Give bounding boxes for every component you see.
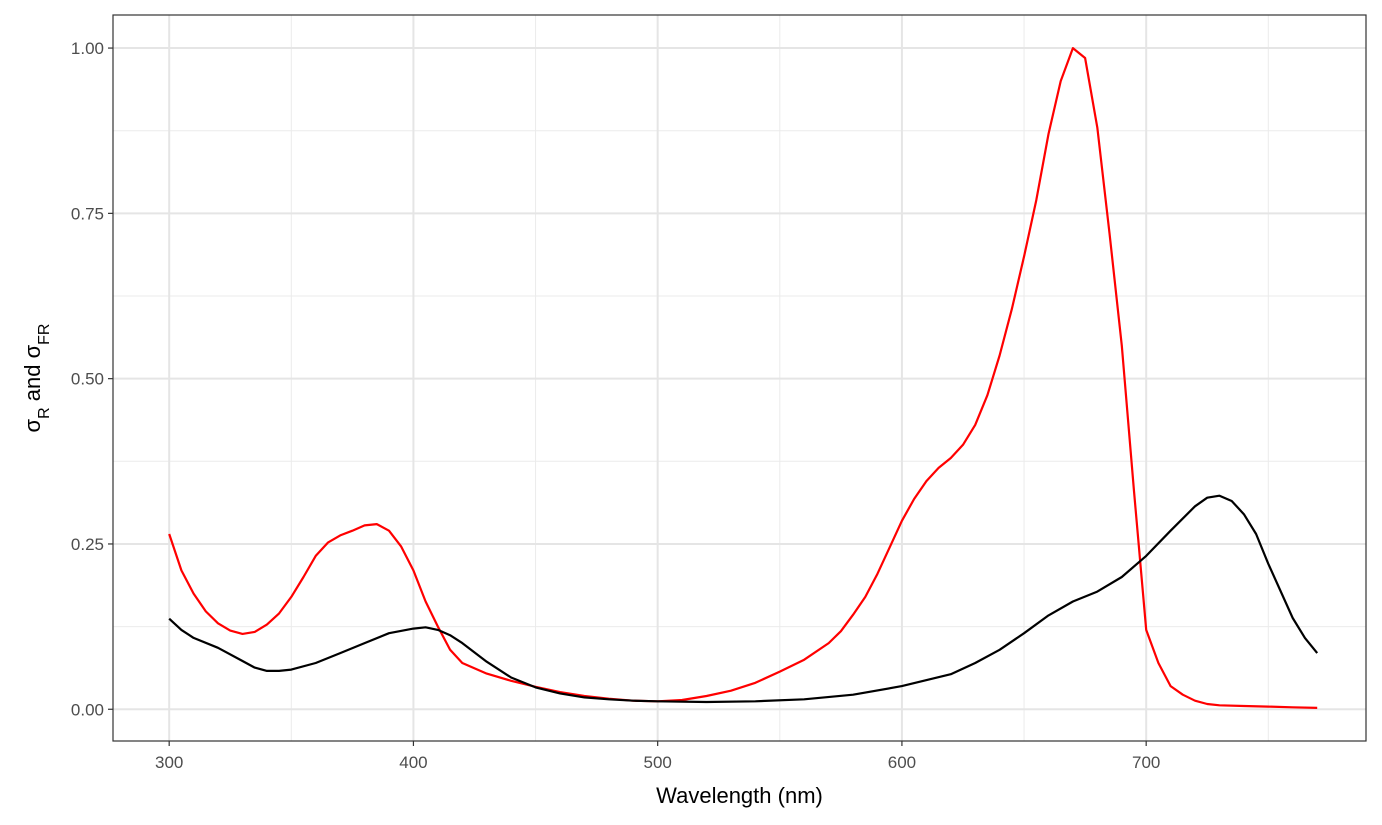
y-axis-symbol-1: σ [20,418,45,432]
x-tick-label: 300 [155,753,183,772]
x-tick-label: 600 [888,753,916,772]
series-layer [168,46,1319,709]
y-tick-label: 0.00 [71,700,104,719]
x-axis-ticks: 300 400 500 600 700 [155,741,1160,772]
series-line-2 [168,494,1319,704]
y-tick-label: 0.50 [71,370,104,389]
y-axis-subscript-1: R [36,407,53,419]
x-tick-label: 500 [643,753,671,772]
y-axis-subscript-2: FR [36,324,53,345]
y-tick-label: 0.25 [71,535,104,554]
x-tick-label: 700 [1132,753,1160,772]
y-axis-symbol-2: σ [20,344,45,358]
series-line-1 [168,46,1318,709]
y-axis-title: σR and σFR [20,324,53,433]
y-axis-ticks: 0.00 0.25 0.50 0.75 1.00 [71,39,113,719]
x-tick-label: 400 [399,753,427,772]
plot-panel-border [112,14,1367,742]
y-tick-label: 0.75 [71,204,104,223]
x-axis-title: Wavelength (nm) [656,783,823,808]
y-axis-conjunction: and [20,358,45,407]
y-tick-label: 1.00 [71,39,104,58]
